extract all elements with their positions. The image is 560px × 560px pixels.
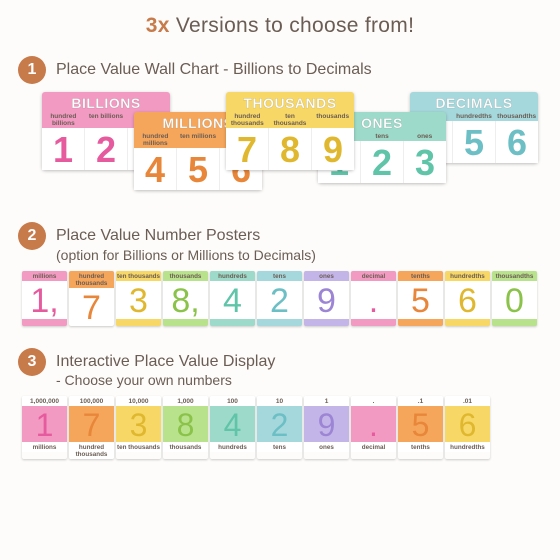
poster-card: decimal.: [351, 271, 396, 326]
poster-label: ones: [304, 271, 349, 281]
interactive-bottom: hundreds: [210, 442, 255, 452]
interactive-bottom: tenths: [398, 442, 443, 452]
poster-digit: 0: [492, 281, 537, 319]
poster-label: millions: [22, 271, 67, 281]
section-3-sub: - Choose your own numbers: [56, 372, 275, 388]
wall-card-digits: 789: [226, 128, 354, 170]
interactive-bottom: millions: [22, 442, 67, 452]
interactive-bottom: ten thousands: [116, 442, 161, 452]
poster-card: thousandths0: [492, 271, 537, 326]
interactive-bottom: tens: [257, 442, 302, 452]
poster-digit: 1,: [22, 281, 67, 319]
interactive-top: 10,000: [116, 396, 161, 406]
interactive-top: .01: [445, 396, 490, 406]
poster-label: tens: [257, 271, 302, 281]
poster-label: decimal: [351, 271, 396, 281]
poster-label: hundredths: [445, 271, 490, 281]
poster-digit: 6: [445, 281, 490, 319]
poster-label: hundred thousands: [69, 271, 114, 288]
interactive-top: 1,000: [163, 396, 208, 406]
poster-card: hundreds4: [210, 271, 255, 326]
poster-card: hundredths6: [445, 271, 490, 326]
interactive-digit: 9: [304, 406, 349, 442]
interactive-digit: 8: [163, 406, 208, 442]
badge-1: 1: [18, 56, 46, 84]
section-2-head: 2 Place Value Number Posters (option for…: [18, 222, 542, 263]
interactive-top: 1,000,000: [22, 396, 67, 406]
interactive-card: 19ones: [304, 396, 349, 459]
interactive-top: 10: [257, 396, 302, 406]
poster-digit: 8,: [163, 281, 208, 319]
interactive-card: ..decimal: [351, 396, 396, 459]
poster-card: hundred thousands7: [69, 271, 114, 326]
interactive-digit: 2: [257, 406, 302, 442]
interactive-top: .: [351, 396, 396, 406]
wall-card-header: DECIMALS: [410, 92, 538, 112]
interactive-top: .1: [398, 396, 443, 406]
poster-card: ten thousands3: [116, 271, 161, 326]
interactive-bottom: hundred thousands: [69, 442, 114, 459]
interactive-card: 1,000,0001millions: [22, 396, 67, 459]
poster-card: millions1,: [22, 271, 67, 326]
interactive-top: 100: [210, 396, 255, 406]
wall-card-header: BILLIONS: [42, 92, 170, 112]
interactive-digit: 7: [69, 406, 114, 442]
interactive-bottom: thousands: [163, 442, 208, 452]
poster-digit: 5: [398, 281, 443, 319]
interactive-card: .15tenths: [398, 396, 443, 459]
interactive-card: 1,0008thousands: [163, 396, 208, 459]
interactive-digit: 4: [210, 406, 255, 442]
page-title: 3x Versions to choose from!: [18, 14, 542, 38]
section-1-head: 1 Place Value Wall Chart - Billions to D…: [18, 56, 542, 84]
poster-label: hundreds: [210, 271, 255, 281]
interactive-digit: 5: [398, 406, 443, 442]
badge-2: 2: [18, 222, 46, 250]
poster-label: tenths: [398, 271, 443, 281]
poster-digit: .: [351, 281, 396, 319]
title-accent: 3x: [146, 14, 170, 37]
interactive-top: 100,000: [69, 396, 114, 406]
poster-card: tens2: [257, 271, 302, 326]
section-2-title: Place Value Number Posters: [56, 222, 316, 247]
wall-chart-row: BILLIONShundred billionsten billionsbill…: [42, 92, 542, 200]
interactive-row: 1,000,0001millions100,0007hundred thousa…: [22, 396, 542, 459]
poster-label: thousands: [163, 271, 208, 281]
interactive-card: 100,0007hundred thousands: [69, 396, 114, 459]
wall-card-header: THOUSANDS: [226, 92, 354, 112]
interactive-bottom: ones: [304, 442, 349, 452]
poster-digit: 2: [257, 281, 302, 319]
poster-digit: 7: [69, 288, 114, 326]
section-3-head: 3 Interactive Place Value Display - Choo…: [18, 348, 542, 389]
interactive-digit: 3: [116, 406, 161, 442]
section-1-title: Place Value Wall Chart - Billions to Dec…: [56, 56, 372, 81]
interactive-bottom: hundredths: [445, 442, 490, 452]
section-3-title: Interactive Place Value Display: [56, 348, 275, 373]
interactive-top: 1: [304, 396, 349, 406]
badge-3: 3: [18, 348, 46, 376]
section-2-sub: (option for Billions or Millions to Deci…: [56, 247, 316, 263]
interactive-digit: .: [351, 406, 396, 442]
title-rest: Versions to choose from!: [176, 14, 414, 37]
poster-digit: 4: [210, 281, 255, 319]
poster-card: ones9: [304, 271, 349, 326]
wall-card: THOUSANDShundred thousandsten thousandst…: [226, 92, 354, 170]
interactive-digit: 1: [22, 406, 67, 442]
interactive-digit: 6: [445, 406, 490, 442]
poster-card: tenths5: [398, 271, 443, 326]
poster-label: ten thousands: [116, 271, 161, 281]
interactive-bottom: decimal: [351, 442, 396, 452]
interactive-card: .016hundredths: [445, 396, 490, 459]
interactive-card: 1004hundreds: [210, 396, 255, 459]
poster-card: thousands8,: [163, 271, 208, 326]
interactive-card: 10,0003ten thousands: [116, 396, 161, 459]
poster-digit: 3: [116, 281, 161, 319]
poster-label: thousandths: [492, 271, 537, 281]
poster-row: millions1,hundred thousands7ten thousand…: [22, 271, 542, 326]
poster-digit: 9: [304, 281, 349, 319]
wall-card-sub: hundred thousandsten thousandsthousands: [226, 112, 354, 128]
interactive-card: 102tens: [257, 396, 302, 459]
